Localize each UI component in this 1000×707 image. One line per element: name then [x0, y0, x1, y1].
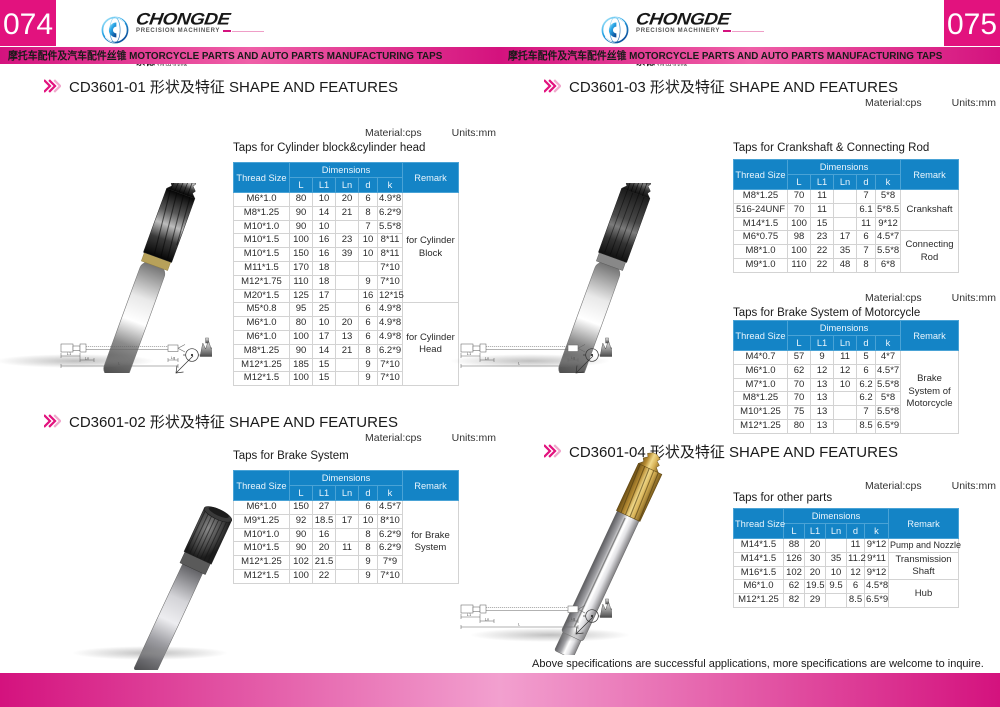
svg-text:L: L — [118, 361, 121, 366]
svg-text:L1: L1 — [467, 612, 472, 617]
svg-text:Lg: Lg — [171, 355, 175, 360]
svg-text:Lg: Lg — [571, 355, 575, 360]
svg-text:L: L — [518, 622, 521, 627]
svg-text:L1: L1 — [67, 351, 72, 356]
svg-text:Lg: Lg — [571, 616, 575, 621]
svg-text:Ln: Ln — [85, 356, 89, 361]
svg-text:L1: L1 — [467, 351, 472, 356]
svg-text:L: L — [518, 361, 521, 366]
svg-text:Ln: Ln — [485, 617, 489, 622]
svg-text:Ln: Ln — [485, 356, 489, 361]
